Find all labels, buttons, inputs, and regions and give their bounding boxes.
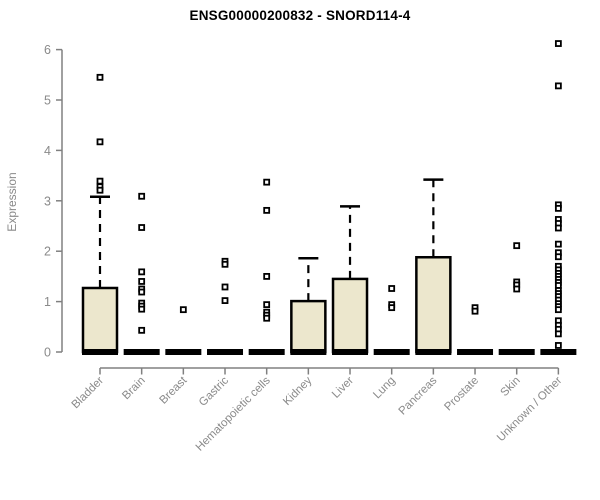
y-tick-label: 3: [44, 194, 51, 208]
outlier-point: [138, 192, 146, 200]
median-line: [332, 349, 369, 355]
median-line: [415, 349, 452, 355]
outlier-point: [388, 285, 396, 292]
y-tick-label: 1: [44, 295, 51, 309]
outlier-point: [388, 304, 396, 312]
median-line: [165, 349, 202, 355]
median-line: [248, 349, 285, 355]
box-brain: [123, 349, 160, 355]
outliers-lung: [388, 285, 396, 312]
x-tick-label-prostate: Prostate: [442, 375, 481, 414]
outlier-point: [263, 178, 271, 186]
outlier-point: [138, 224, 146, 231]
outliers-hematopoietic-cells: [263, 178, 271, 322]
outlier-point: [179, 306, 187, 314]
outlier-point: [263, 206, 271, 214]
y-axis: 0 1 2 3 4 5 6 Expression: [5, 43, 63, 360]
outlier-point: [554, 224, 562, 232]
outliers-bladder: [96, 73, 104, 194]
outlier-point: [221, 283, 229, 291]
outlier-point: [554, 330, 562, 338]
median-line: [540, 349, 577, 355]
box-kidney: [290, 257, 327, 355]
outlier-point: [138, 278, 146, 285]
outlier-point: [513, 285, 521, 293]
y-tick-label: 0: [44, 346, 51, 360]
outliers-prostate: [471, 304, 479, 315]
outlier-point: [96, 138, 104, 146]
outlier-point: [96, 177, 104, 185]
outlier-point: [263, 301, 271, 309]
y-tick-label: 4: [44, 144, 51, 158]
x-tick-label-breast: Breast: [157, 374, 190, 407]
outlier-point: [138, 326, 146, 334]
outliers-brain: [138, 192, 146, 334]
outliers-gastric: [221, 257, 229, 304]
x-tick-label-liver: Liver: [330, 375, 356, 401]
median-line: [457, 349, 494, 355]
outlier-point: [554, 253, 562, 261]
x-tick-label-skin: Skin: [499, 375, 523, 399]
outlier-point: [96, 73, 104, 81]
y-tick-label: 2: [44, 245, 51, 259]
outlier-point: [513, 242, 521, 250]
y-tick-label: 5: [44, 94, 51, 108]
x-tick-label-gastric: Gastric: [197, 374, 231, 408]
box-hematopoietic-cells: [248, 349, 285, 355]
outlier-point: [471, 307, 479, 315]
y-tick-label: 6: [44, 43, 51, 57]
box-skin: [498, 349, 535, 355]
iqr-box: [415, 255, 452, 354]
outlier-point: [221, 297, 229, 304]
iqr-box: [290, 299, 327, 354]
box-liver: [331, 205, 369, 355]
outlier-point: [554, 40, 562, 47]
median-line: [290, 349, 327, 355]
median-line: [373, 349, 410, 355]
box-bladder: [81, 195, 119, 355]
box-lung: [373, 349, 410, 355]
outlier-point: [263, 314, 271, 322]
box-prostate: [457, 349, 494, 355]
median-line: [498, 349, 535, 355]
x-tick-label-hematopoietic-cells: Hematopoietic cells: [194, 374, 273, 453]
median-line: [207, 349, 244, 355]
x-tick-label-lung: Lung: [371, 375, 398, 402]
outlier-point: [96, 186, 104, 194]
box-gastric: [207, 349, 244, 355]
x-tick-label-pancreas: Pancreas: [397, 374, 440, 417]
y-axis-label: Expression: [5, 172, 19, 231]
iqr-box: [331, 277, 369, 354]
outliers-skin: [513, 242, 521, 293]
outlier-point: [554, 240, 562, 248]
x-tick-label-brain: Brain: [120, 375, 147, 402]
outlier-point: [138, 288, 146, 296]
outlier-point: [554, 342, 562, 349]
x-tick-label-bladder: Bladder: [70, 375, 107, 412]
box-unknown-other: [540, 349, 577, 355]
outlier-point: [554, 82, 562, 90]
chart-title: ENSG00000200832 - SNORD114-4: [189, 8, 411, 23]
box-breast: [165, 349, 202, 355]
outliers-unknown-other: [554, 40, 562, 349]
outlier-point: [554, 306, 562, 314]
outliers-breast: [179, 306, 187, 314]
outlier-point: [554, 204, 562, 212]
outlier-point: [138, 305, 146, 313]
x-tick-label-kidney: Kidney: [281, 374, 315, 408]
median-line: [123, 349, 160, 355]
outlier-point: [263, 272, 271, 280]
median-line: [82, 349, 118, 355]
box-pancreas: [415, 178, 452, 355]
outlier-point: [221, 260, 229, 268]
iqr-box: [81, 286, 119, 354]
outlier-point: [138, 268, 146, 276]
